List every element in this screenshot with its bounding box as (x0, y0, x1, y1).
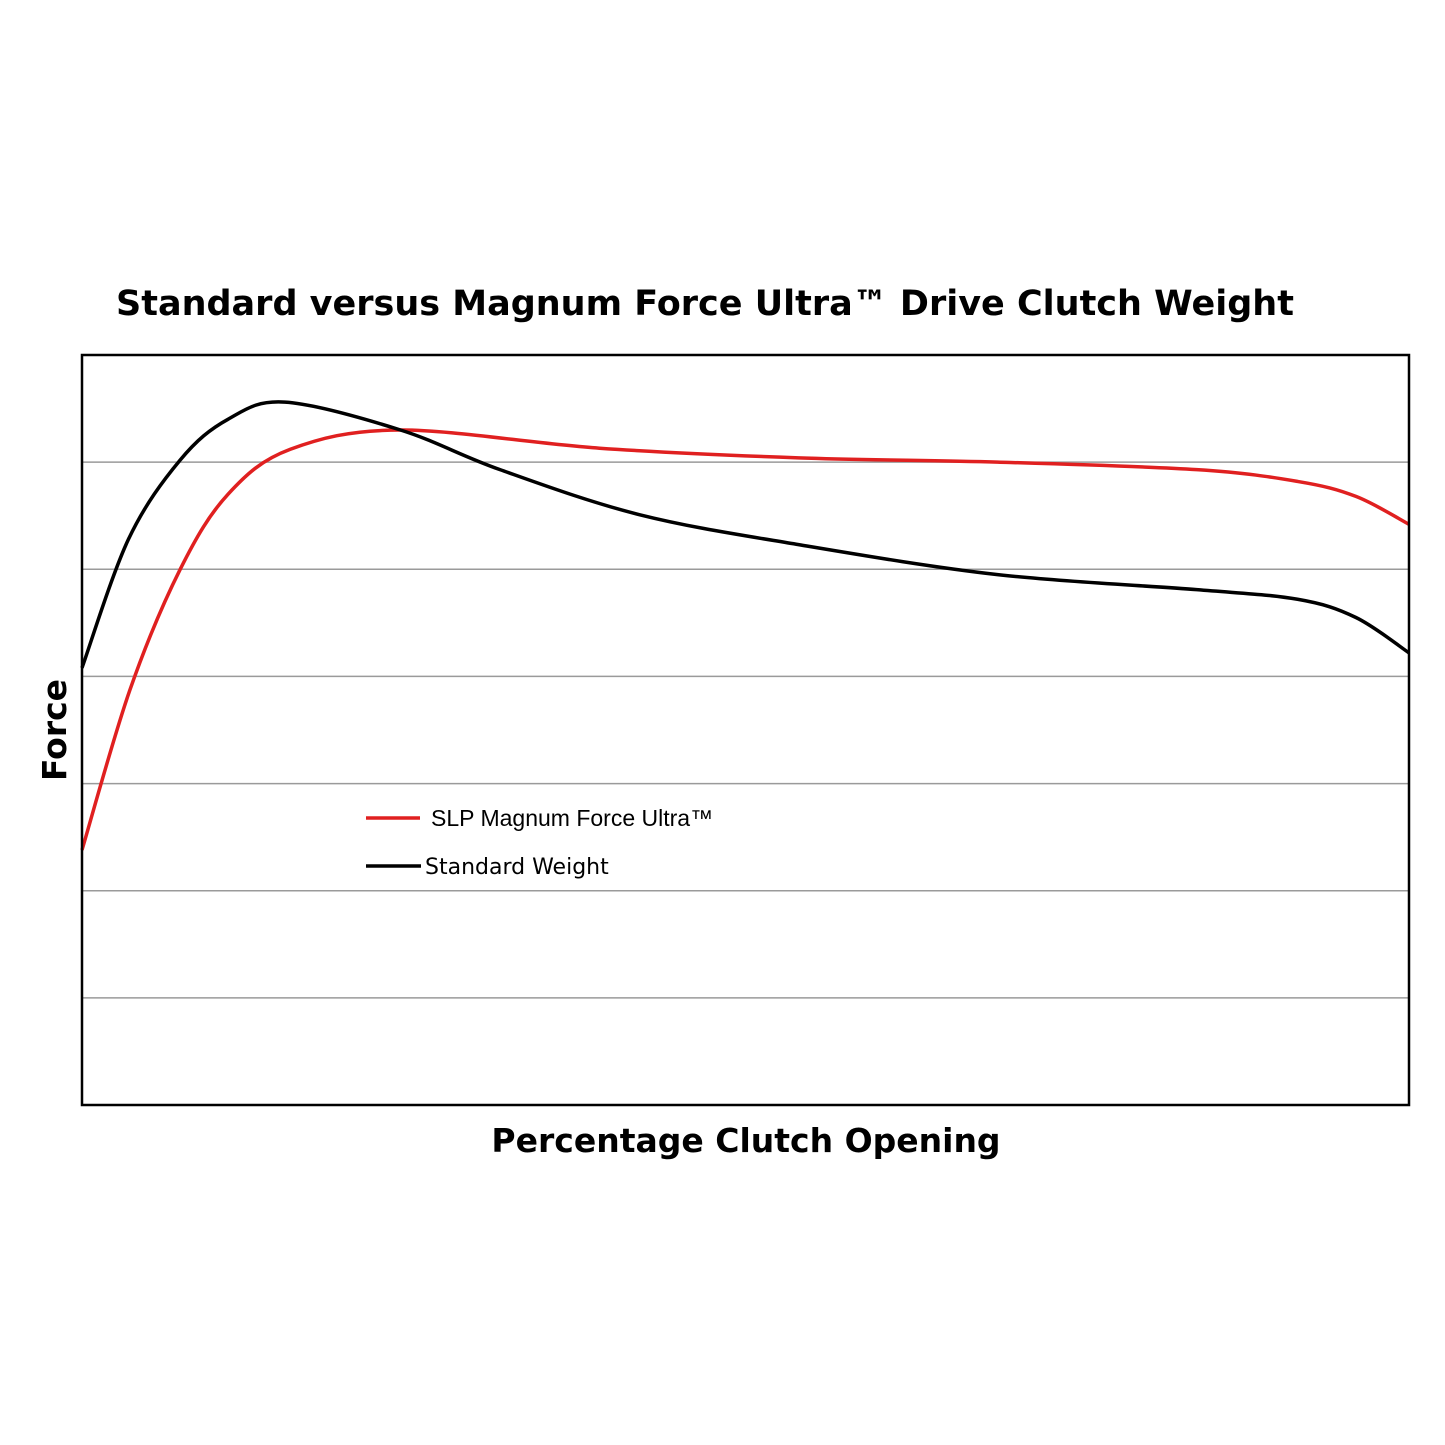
series-line-magnum (80, 428, 1410, 851)
gridlines (82, 461, 1409, 999)
legend-label-standard: Standard Weight (425, 855, 609, 880)
legend-label-magnum: SLP Magnum Force Ultra™ (431, 805, 713, 831)
series-line-standard (80, 400, 1410, 669)
series-lines (80, 400, 1410, 851)
legend: SLP Magnum Force Ultra™ Standard Weight (366, 805, 713, 880)
y-axis-label: Force (35, 679, 74, 781)
chart-title: Standard versus Magnum Force Ultra™ Driv… (116, 284, 1294, 324)
x-axis-label: Percentage Clutch Opening (491, 1121, 1000, 1160)
plot-frame (80, 353, 1411, 1107)
